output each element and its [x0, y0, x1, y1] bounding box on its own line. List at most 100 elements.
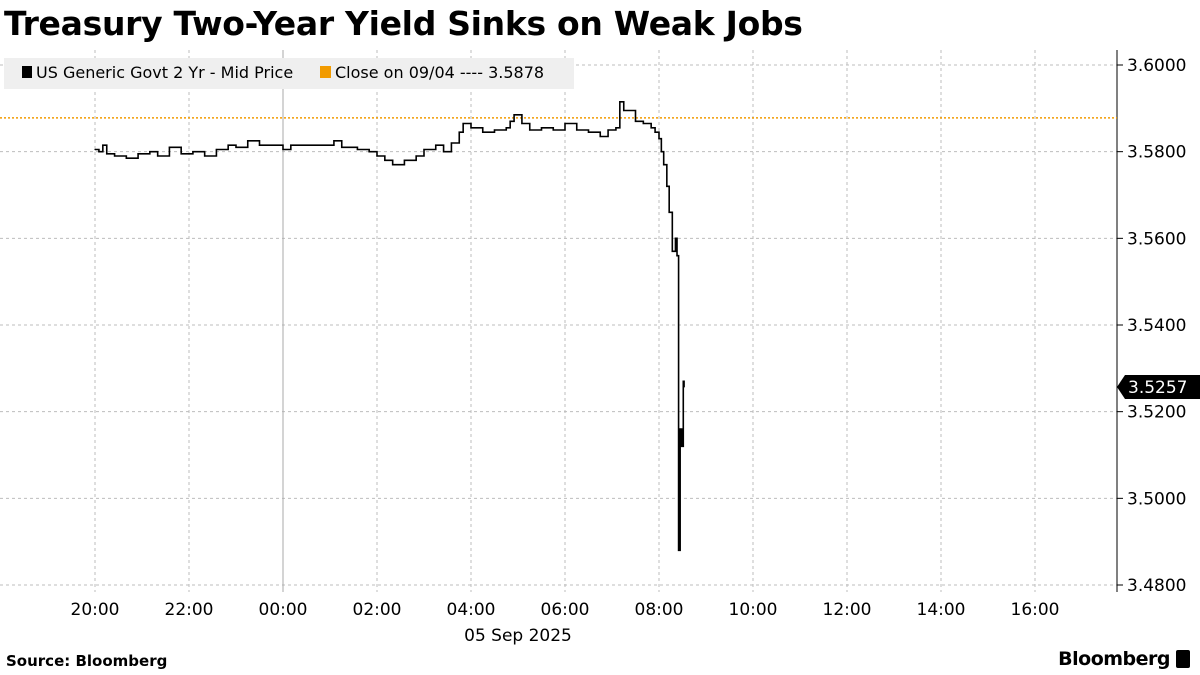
- data-point: [247, 140, 249, 142]
- bloomberg-logo: Bloomberg: [1058, 648, 1190, 670]
- data-point: [329, 144, 331, 146]
- data-point: [376, 155, 378, 157]
- x-tick-label: 12:00: [823, 600, 872, 620]
- data-point: [356, 148, 359, 151]
- chart-title: Treasury Two-Year Yield Sinks on Weak Jo…: [4, 4, 803, 43]
- data-point: [552, 129, 554, 131]
- data-point: [668, 211, 670, 213]
- legend-background: [4, 58, 574, 89]
- y-tick-label: 3.6000: [1127, 56, 1186, 76]
- data-point: [671, 250, 673, 252]
- logo-mark-icon: [1176, 650, 1190, 668]
- y-tick-label: 3.5200: [1127, 403, 1186, 423]
- x-tick-label: 00:00: [259, 600, 308, 620]
- y-tick-label: 3.5600: [1127, 229, 1186, 249]
- data-point: [681, 445, 683, 447]
- data-point: [666, 185, 668, 187]
- plot-area: [0, 101, 1117, 552]
- data-point: [683, 386, 685, 388]
- x-axis-date-label: 05 Sep 2025: [464, 626, 572, 646]
- data-point: [384, 159, 386, 161]
- data-point: [677, 549, 680, 551]
- data-point: [435, 144, 437, 146]
- data-point: [587, 131, 590, 133]
- x-tick-label: 16:00: [1011, 600, 1060, 620]
- x-tick-label: 22:00: [165, 600, 214, 620]
- data-point: [654, 131, 656, 133]
- data-point: [462, 122, 464, 125]
- data-point: [215, 148, 218, 151]
- data-point: [576, 129, 578, 131]
- data-point: [682, 380, 684, 382]
- legend-swatch-series: [22, 66, 32, 78]
- y-tick-label: 3.4800: [1127, 576, 1186, 596]
- data-point: [679, 428, 681, 430]
- data-point: [227, 144, 229, 146]
- data-point: [403, 159, 406, 161]
- data-point: [442, 151, 445, 153]
- data-point: [564, 122, 566, 125]
- y-tick-label: 3.5400: [1127, 316, 1186, 336]
- data-point: [642, 122, 644, 125]
- data-point: [106, 153, 108, 155]
- data-point: [540, 127, 543, 129]
- x-tick-label: 06:00: [541, 600, 590, 620]
- x-tick-label: 14:00: [917, 600, 966, 620]
- gridlines: [0, 50, 1117, 592]
- data-point: [415, 155, 417, 157]
- data-point: [470, 127, 472, 129]
- data-point: [341, 146, 343, 148]
- data-point: [290, 144, 292, 146]
- data-point: [660, 151, 662, 153]
- data-point: [482, 131, 484, 133]
- data-point: [674, 237, 677, 239]
- data-point: [149, 151, 151, 153]
- legend-swatch-close: [320, 66, 331, 78]
- data-point: [333, 140, 335, 142]
- data-point: [521, 122, 523, 125]
- logo-text: Bloomberg: [1058, 648, 1170, 670]
- legend-label-series: US Generic Govt 2 Yr - Mid Price: [36, 63, 293, 82]
- data-point: [94, 148, 96, 151]
- data-point: [270, 144, 272, 146]
- data-point: [615, 127, 617, 129]
- last-value-text: 3.5257: [1128, 378, 1187, 398]
- y-tick-label: 3.5800: [1127, 143, 1186, 163]
- data-point: [235, 146, 237, 148]
- legend-label-close: Close on 09/04 ---- 3.5878: [335, 63, 544, 82]
- data-point: [658, 138, 660, 140]
- data-point: [168, 146, 171, 148]
- data-point: [137, 153, 139, 155]
- data-point: [282, 148, 284, 151]
- data-point: [125, 157, 127, 159]
- data-point: [607, 129, 609, 131]
- y-tick-label: 3.5000: [1127, 489, 1186, 509]
- data-point: [676, 255, 678, 257]
- source-note: Source: Bloomberg: [6, 652, 168, 670]
- data-point: [663, 164, 665, 166]
- data-point: [204, 155, 206, 157]
- data-point: [634, 120, 637, 122]
- x-tick-label: 10:00: [729, 600, 778, 620]
- data-point: [102, 144, 104, 146]
- x-tick-label: 08:00: [635, 600, 684, 620]
- data-point: [650, 127, 652, 129]
- data-point: [599, 135, 601, 138]
- data-point: [505, 127, 507, 129]
- data-point: [113, 155, 116, 157]
- data-point: [619, 101, 621, 103]
- data-point: [493, 129, 496, 131]
- data-point: [450, 142, 453, 144]
- data-point: [458, 131, 460, 133]
- data-point: [513, 114, 515, 116]
- data-point: [368, 151, 370, 153]
- data-point: [423, 148, 425, 151]
- x-tick-label: 04:00: [447, 600, 496, 620]
- axis-ticks: 3.4800 3.5000 3.5200 3.5400 3.5600 3.5800 3.60…: [71, 50, 1186, 646]
- x-tick-label: 20:00: [71, 600, 120, 620]
- data-point: [192, 151, 194, 153]
- data-point: [157, 155, 159, 157]
- data-point: [392, 164, 394, 166]
